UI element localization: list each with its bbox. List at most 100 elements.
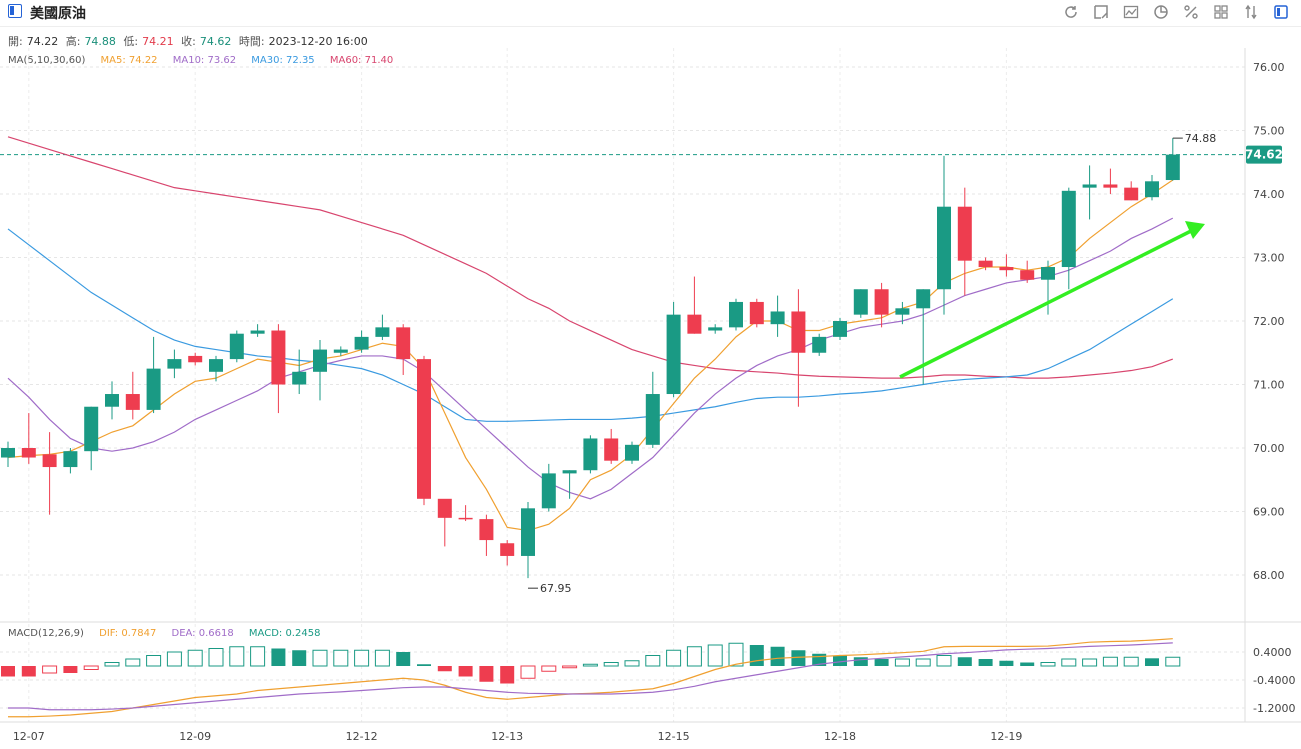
macd-bar (520, 665, 536, 679)
trend-arrowhead-icon (1185, 221, 1205, 239)
percent-icon[interactable] (1181, 2, 1201, 22)
macd-tick-label: -1.2000 (1253, 702, 1295, 715)
trend-arrow-icon (899, 229, 1192, 379)
macd-value-legend: MACD: 0.2458 (248, 628, 321, 639)
candle-body (229, 333, 244, 360)
candle-body (729, 301, 743, 328)
draw-icon[interactable] (1091, 2, 1111, 22)
candle-body (167, 359, 182, 369)
macd-legend: MACD(12,26,9) DIF: 0.7847 DEA: 0.6618 MA… (8, 628, 332, 639)
candle-body (666, 314, 681, 395)
candle-body (1082, 184, 1097, 188)
x-tick-label: 12-19 (990, 730, 1022, 743)
compare-icon[interactable] (1241, 2, 1261, 22)
macd-bar (83, 665, 99, 670)
y-tick-label: 68.00 (1253, 569, 1285, 582)
x-tick-label: 12-12 (346, 730, 378, 743)
macd-bar (770, 646, 785, 666)
candle-body (354, 336, 369, 350)
candle-body (1145, 181, 1159, 198)
open-value: 74.22 (26, 35, 59, 48)
candle-body (874, 289, 889, 315)
candle-body (604, 438, 619, 461)
macd-bar (479, 666, 494, 682)
current-price-tag-text: 74.62 (1245, 148, 1283, 162)
macd-bar (21, 666, 36, 677)
candle-body (63, 451, 78, 468)
y-tick-label: 72.00 (1253, 315, 1285, 328)
macd-bar (853, 657, 868, 666)
indicator-icon[interactable] (1121, 2, 1141, 22)
min-price-label: 67.95 (540, 582, 572, 595)
candle-body (125, 394, 140, 410)
candle-body (250, 330, 265, 334)
x-tick-label: 12-13 (491, 730, 523, 743)
candle-body (937, 206, 951, 290)
candle-body (1165, 154, 1180, 181)
candle-body (562, 470, 577, 474)
ma5-legend: MA5: 74.22 (100, 55, 158, 66)
y-tick-label: 75.00 (1253, 125, 1285, 138)
candle-body (1061, 190, 1076, 268)
ma60-line (7, 136, 1174, 379)
y-tick-label: 69.00 (1253, 506, 1285, 519)
candle-body (978, 260, 993, 268)
macd-bar (978, 659, 993, 666)
macd-bar (333, 649, 349, 667)
candle-body (625, 444, 639, 461)
candle-body (708, 327, 723, 331)
macd-tick-label: -0.4000 (1253, 674, 1295, 687)
candle-body (541, 473, 556, 509)
macd-bar (541, 665, 557, 672)
high-value: 74.88 (84, 35, 116, 48)
pie-icon[interactable] (1151, 2, 1171, 22)
candle-body (895, 308, 910, 315)
candle-body (687, 314, 702, 334)
candle-body (812, 336, 827, 353)
panel-icon[interactable] (1271, 2, 1291, 22)
macd-bar (582, 663, 598, 667)
time-label: 時間: (238, 35, 265, 48)
ma10-legend: MA10: 73.62 (172, 55, 237, 66)
macd-bar (271, 648, 286, 666)
candle-body (853, 289, 868, 315)
macd-bar (354, 649, 370, 667)
candle-body (479, 519, 494, 541)
macd-bar (458, 666, 473, 677)
candle-body (1041, 267, 1055, 280)
layout-icon[interactable] (1211, 2, 1231, 22)
macd-bar (417, 664, 431, 666)
macd-bar (562, 665, 578, 669)
macd-bar (1020, 662, 1035, 666)
candle-body (791, 311, 806, 353)
candle-body (645, 394, 660, 445)
dif-legend: DIF: 0.7847 (99, 628, 157, 639)
macd-bar (791, 650, 806, 666)
sidebar-toggle-icon[interactable] (8, 4, 22, 18)
dea-line (8, 642, 1173, 711)
candle-body (916, 289, 931, 309)
macd-bar (1102, 656, 1118, 667)
close-value: 74.62 (199, 35, 232, 48)
macd-bar (957, 657, 972, 666)
candle-body (417, 359, 431, 499)
candle-body (749, 301, 764, 325)
candle-body (957, 206, 972, 261)
candle-body (209, 359, 223, 372)
macd-bar (1, 666, 15, 677)
macd-bar (686, 646, 702, 667)
ma10-line (7, 217, 1174, 500)
current-price-tag (1246, 145, 1282, 164)
ma-legend-label: MA(5,10,30,60) (8, 55, 86, 66)
candle-body (1, 448, 15, 458)
y-tick-label: 76.00 (1253, 61, 1285, 74)
macd-bar (728, 642, 744, 667)
candle-body (396, 327, 411, 360)
refresh-icon[interactable] (1061, 2, 1081, 22)
low-value: 74.21 (142, 35, 174, 48)
candle-body (333, 349, 348, 353)
low-label: 低: (123, 35, 139, 48)
dif-line (8, 638, 1173, 718)
candle-body (84, 406, 99, 452)
